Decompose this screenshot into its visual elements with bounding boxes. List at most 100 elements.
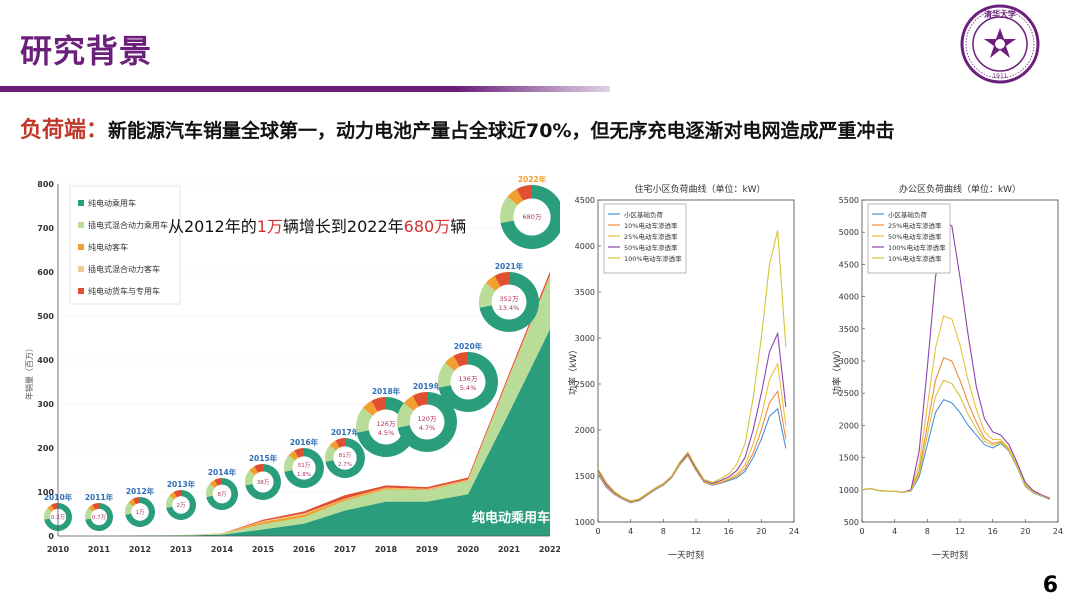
donut-value: 126万 <box>377 420 396 428</box>
donut-segment <box>403 395 419 411</box>
x-tick-label: 2019 <box>416 545 439 554</box>
title-part-highlight: 1万 <box>257 217 283 236</box>
university-logo: 清华大学 1911 <box>960 4 1040 84</box>
donut-year: 2017年 <box>331 427 360 437</box>
y-tick-label: 2000 <box>839 421 859 430</box>
donut-hole <box>292 456 316 480</box>
x-tick-label: 2011 <box>88 545 111 554</box>
subtitle-key: 负荷端： <box>20 118 109 143</box>
donut-value: 352万 <box>500 295 519 303</box>
off-xlabel: 一天时刻 <box>932 549 968 561</box>
y-tick-label: 2500 <box>839 389 859 398</box>
x-tick-label: 20 <box>1020 527 1030 536</box>
x-tick-label: 8 <box>661 527 666 536</box>
donut-segment <box>516 185 532 201</box>
legend-item: 10%电动车渗透率 <box>624 221 678 230</box>
residential-load-chart: 住宅小区负荷曲线（单位：kW） 1000 1500 2000 2500 3000 3500… <box>568 183 799 561</box>
legend-swatch <box>78 288 84 294</box>
donut-year: 2011年 <box>85 492 114 502</box>
donut-segment <box>325 438 365 478</box>
y-tick-label: 500 <box>844 518 859 527</box>
legend-item: 50%电动车渗透率 <box>888 232 942 241</box>
y-tick-label: 3500 <box>839 325 859 334</box>
donut-segment <box>494 272 509 287</box>
title-part-highlight: 680万 <box>404 217 451 236</box>
donut-segment <box>335 438 345 448</box>
donut-segment <box>362 400 378 416</box>
x-tick-label: 24 <box>789 527 799 536</box>
donut-segment <box>132 497 140 505</box>
y-tick-label: 1500 <box>839 454 859 463</box>
donut-segment <box>507 188 524 206</box>
y-tick-label: 3000 <box>575 334 595 343</box>
donut-segment <box>356 407 373 433</box>
y-tick-label: 300 <box>37 400 54 409</box>
x-tick-label: 16 <box>724 527 734 536</box>
donut-segment <box>249 466 258 476</box>
y-tick-label: 1000 <box>575 518 595 527</box>
donut-value: 120万 <box>418 415 437 423</box>
donut-year: 2013年 <box>167 479 196 489</box>
donut-year: 2020年 <box>454 341 483 351</box>
y-tick-label: 5500 <box>839 196 859 205</box>
legend-item: 纯电动客车 <box>88 242 128 252</box>
y-tick-label: 3000 <box>839 357 859 366</box>
donut-segment <box>43 508 52 520</box>
donut-segment <box>206 483 215 497</box>
donut-hole <box>90 508 108 526</box>
donut-2017年: 81万 2.7% 2017年 <box>325 427 365 478</box>
donut-segment <box>209 479 218 489</box>
office-load-chart: 办公区负荷曲线（单位：kW） 500 1000 1500 2000 2500 3000 35… <box>832 183 1063 561</box>
donut-segment <box>44 503 72 531</box>
logo-label: 清华大学 <box>984 9 1016 19</box>
y-tick-label: 2000 <box>575 426 595 435</box>
donut-segment <box>325 445 337 462</box>
donut-segment <box>128 498 136 507</box>
donut-hole <box>368 409 404 445</box>
donut-segment <box>166 490 196 520</box>
y-tick-label: 600 <box>37 268 54 277</box>
donut-2015年: 38万 2015年 <box>245 453 281 501</box>
donut-segment <box>485 275 501 291</box>
donut-value: 38万 <box>257 479 270 486</box>
legend-item: 小区基础负荷 <box>888 210 928 219</box>
donut-2016年: 51万 1.8% 2016年 <box>284 437 325 488</box>
donut-hole <box>491 284 527 320</box>
x-tick-label: 2012 <box>129 545 151 554</box>
legend-swatch <box>78 200 84 206</box>
donut-pct: 4.5% <box>378 429 395 437</box>
donut-2012年: 1万 2012年 <box>125 486 156 527</box>
donut-segment <box>288 450 299 461</box>
legend-item: 25%电动车渗透率 <box>624 232 678 241</box>
donut-segment <box>206 478 238 510</box>
donut-segment <box>85 503 113 531</box>
res-ylabel: 功率（kW） <box>568 345 579 395</box>
y-tick-label: 1000 <box>839 486 859 495</box>
donut-segment <box>214 478 222 486</box>
x-tick-label: 24 <box>1053 527 1063 536</box>
donut-value: 0.7万 <box>92 514 107 521</box>
legend-item: 100%电动车渗透率 <box>624 254 682 263</box>
donut-segment <box>412 392 427 407</box>
donut-segment <box>47 504 55 512</box>
title-part: 辆 <box>450 217 466 236</box>
donut-hole <box>212 484 232 504</box>
donut-segment <box>88 504 96 512</box>
donut-hole <box>513 198 551 236</box>
ev-ylabel: 年销量（百万） <box>24 344 34 400</box>
donut-pct: 13.4% <box>499 304 520 312</box>
area-series-1 <box>58 329 550 536</box>
res-chart-title: 住宅小区负荷曲线（单位：kW） <box>634 183 765 195</box>
legend-swatch <box>78 244 84 250</box>
y-tick-label: 800 <box>37 180 54 189</box>
legend-item: 10%电动车渗透率 <box>888 254 942 263</box>
y-tick-label: 4000 <box>575 242 595 251</box>
donut-segment <box>284 448 325 488</box>
donut-year: 2016年 <box>290 437 319 447</box>
donut-segment <box>169 491 177 500</box>
donut-segment <box>245 470 255 486</box>
donut-segment <box>438 362 455 388</box>
donut-segment <box>85 508 93 520</box>
